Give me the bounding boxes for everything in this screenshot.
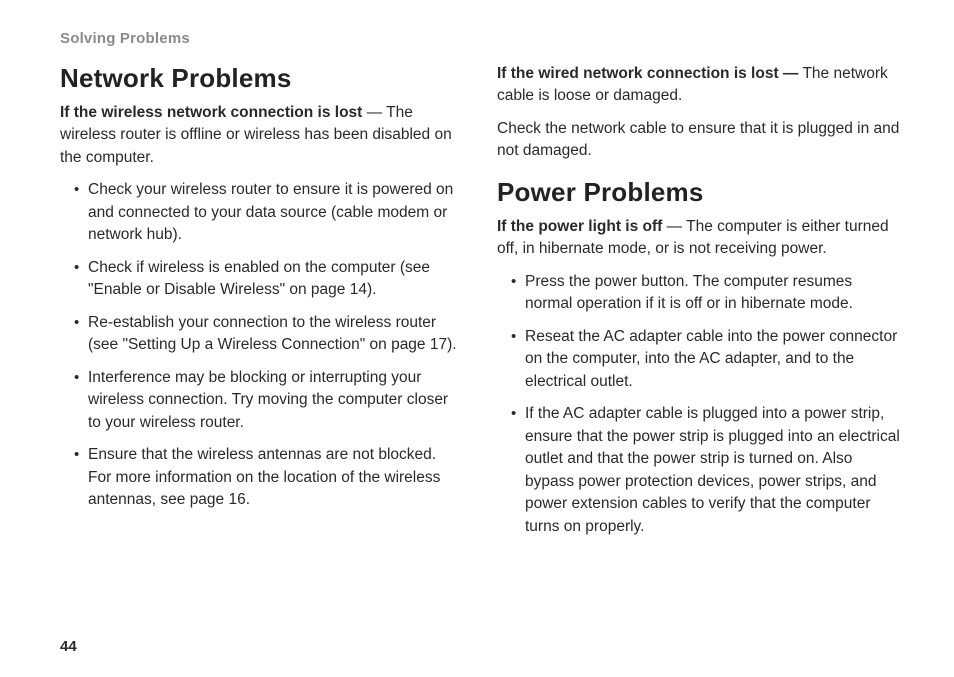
- heading-power-problems: Power Problems: [497, 177, 900, 208]
- list-item: If the AC adapter cable is plugged into …: [515, 403, 900, 538]
- power-off-lead: If the power light is off — The computer…: [497, 216, 900, 261]
- list-item: Re-establish your connection to the wire…: [78, 312, 463, 357]
- left-column: Network Problems If the wireless network…: [60, 63, 463, 548]
- page-number: 44: [60, 638, 77, 655]
- section-header: Solving Problems: [60, 30, 900, 47]
- wired-lost-bold: If the wired network connection is lost …: [497, 65, 798, 82]
- list-item: Check your wireless router to ensure it …: [78, 179, 463, 246]
- wired-lost-lead: If the wired network connection is lost …: [497, 63, 900, 108]
- wireless-lost-lead: If the wireless network connection is lo…: [60, 102, 463, 169]
- power-bullets: Press the power button. The computer res…: [497, 271, 900, 538]
- wired-lost-para2: Check the network cable to ensure that i…: [497, 118, 900, 163]
- wireless-lost-bold: If the wireless network connection is lo…: [60, 104, 362, 121]
- wireless-bullets: Check your wireless router to ensure it …: [60, 179, 463, 511]
- list-item: Ensure that the wireless antennas are no…: [78, 444, 463, 511]
- list-item: Check if wireless is enabled on the comp…: [78, 257, 463, 302]
- list-item: Press the power button. The computer res…: [515, 271, 900, 316]
- heading-network-problems: Network Problems: [60, 63, 463, 94]
- two-column-layout: Network Problems If the wireless network…: [60, 63, 900, 548]
- list-item: Reseat the AC adapter cable into the pow…: [515, 326, 900, 393]
- document-page: Solving Problems Network Problems If the…: [0, 0, 954, 677]
- power-off-bold: If the power light is off: [497, 218, 662, 235]
- right-column: If the wired network connection is lost …: [497, 63, 900, 548]
- list-item: Interference may be blocking or interrup…: [78, 367, 463, 434]
